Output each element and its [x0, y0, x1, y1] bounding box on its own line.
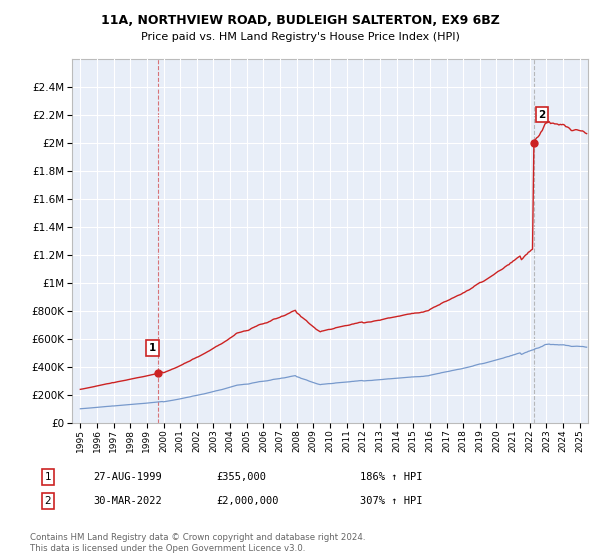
Text: £2,000,000: £2,000,000 [216, 496, 278, 506]
Text: 2: 2 [538, 110, 545, 120]
Text: 1: 1 [149, 343, 157, 353]
Text: 30-MAR-2022: 30-MAR-2022 [93, 496, 162, 506]
Text: 1: 1 [44, 472, 52, 482]
Text: 2: 2 [44, 496, 52, 506]
Text: 11A, NORTHVIEW ROAD, BUDLEIGH SALTERTON, EX9 6BZ: 11A, NORTHVIEW ROAD, BUDLEIGH SALTERTON,… [101, 14, 499, 27]
Text: 186% ↑ HPI: 186% ↑ HPI [360, 472, 422, 482]
Text: 27-AUG-1999: 27-AUG-1999 [93, 472, 162, 482]
Text: 307% ↑ HPI: 307% ↑ HPI [360, 496, 422, 506]
Text: Contains HM Land Registry data © Crown copyright and database right 2024.
This d: Contains HM Land Registry data © Crown c… [30, 533, 365, 553]
Text: £355,000: £355,000 [216, 472, 266, 482]
Text: Price paid vs. HM Land Registry's House Price Index (HPI): Price paid vs. HM Land Registry's House … [140, 32, 460, 43]
